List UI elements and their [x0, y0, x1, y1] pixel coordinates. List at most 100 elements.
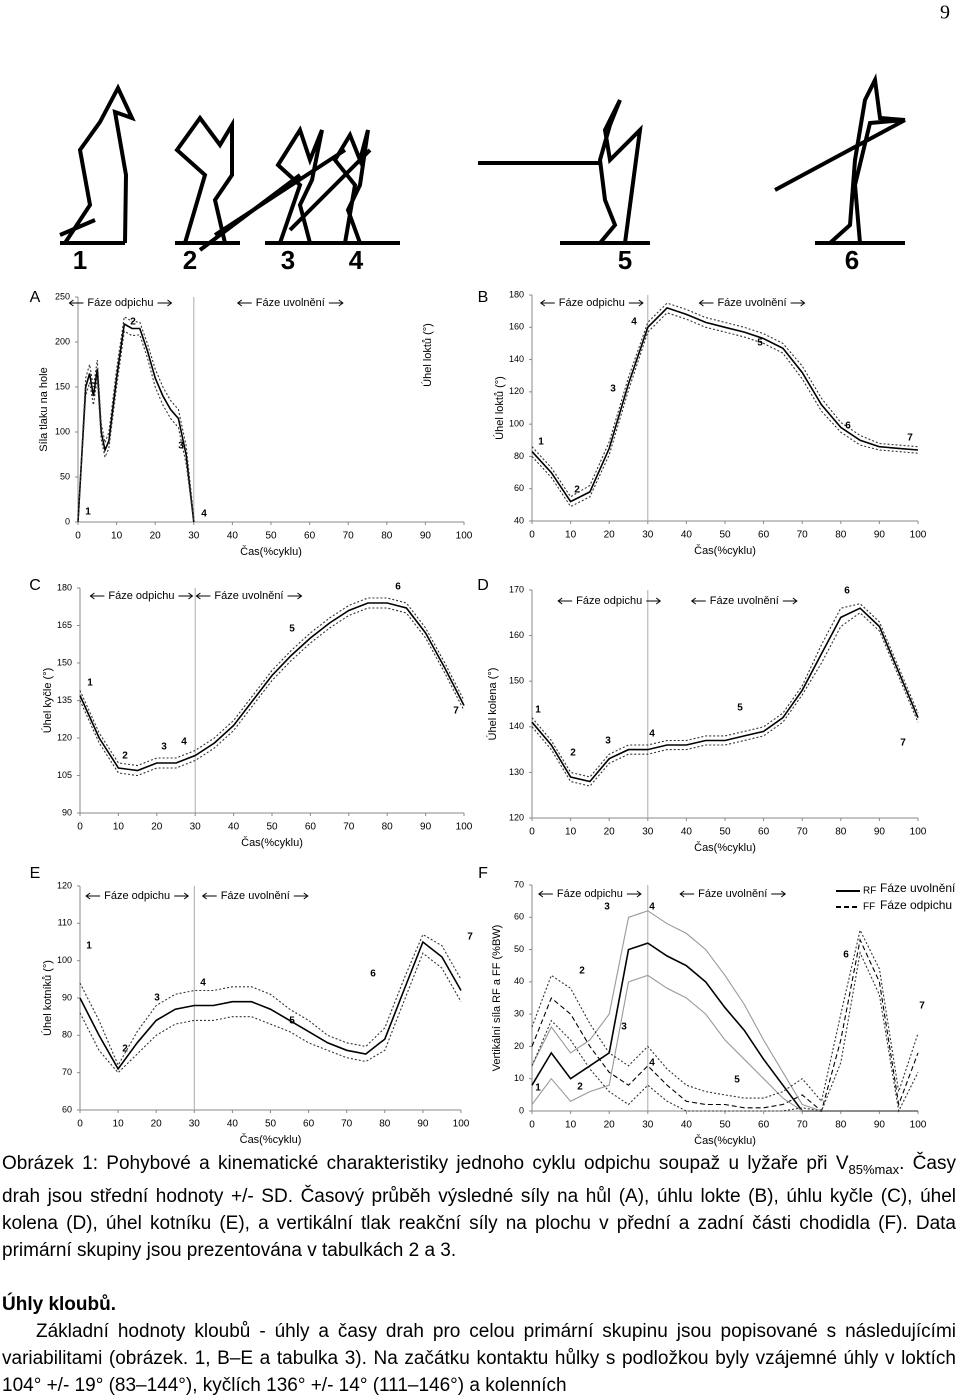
y-tick-label: 0 [65, 516, 70, 526]
y-tick-label: 150 [55, 381, 70, 391]
arrow [698, 299, 714, 307]
annotation: 4 [649, 729, 655, 740]
stick-figure [478, 99, 650, 245]
series-line [79, 952, 462, 1074]
annotation: 1 [85, 507, 91, 518]
y-axis-label: Úhel kolena (°) [486, 668, 499, 741]
x-tick-label: 100 [910, 530, 927, 541]
arrow [628, 299, 644, 307]
series-line [79, 940, 462, 1071]
annotation: 6 [395, 582, 401, 593]
arrow [174, 892, 190, 900]
y-tick-label: 30 [514, 1009, 524, 1019]
annotation: 2 [574, 485, 580, 496]
y-tick-label: 70 [514, 879, 524, 889]
stick-figure [174, 114, 302, 252]
annotation: 7 [919, 1001, 925, 1012]
x-tick-label: 80 [835, 1120, 847, 1131]
series-line [531, 928, 919, 1103]
series-line [77, 322, 195, 523]
arrow [178, 592, 194, 600]
arrow [201, 892, 217, 900]
x-tick-label: 80 [379, 1119, 391, 1130]
x-tick-label: 30 [188, 531, 200, 542]
y-tick-label: 50 [514, 944, 524, 954]
series-line [79, 602, 465, 772]
y-tick-label: 10 [514, 1073, 524, 1083]
y-tick-label: 100 [57, 955, 72, 965]
annotation: 1 [87, 678, 93, 689]
x-tick-label: 10 [113, 822, 125, 833]
annotation: 4 [200, 978, 206, 989]
x-tick-label: 80 [835, 827, 847, 838]
series-line [531, 302, 919, 498]
series-line [531, 950, 919, 1113]
annotation: 2 [579, 966, 585, 977]
arrow [293, 892, 309, 900]
series-line [531, 612, 919, 787]
x-tick-label: 10 [565, 827, 577, 838]
x-tick-label: 80 [382, 822, 394, 833]
arrow [679, 890, 695, 898]
x-tick-label: 0 [529, 1120, 535, 1131]
y-tick-label: 120 [57, 880, 72, 890]
legend-text: Fáze uvolnění [880, 881, 956, 895]
x-tick-label: 50 [266, 822, 278, 833]
panel-letter: B [478, 289, 489, 306]
y-tick-label: 120 [57, 732, 72, 742]
x-axis-label: Čas(%cyklu) [694, 841, 756, 854]
annotation: 3 [154, 993, 160, 1004]
annotation: 2 [122, 1044, 128, 1055]
annotation: 7 [453, 706, 459, 717]
y-tick-label: 180 [57, 582, 72, 592]
annotation: 1 [86, 941, 92, 952]
y-tick-label: 60 [62, 1104, 72, 1114]
paragraph: Základní hodnoty kloubů - úhly a časy dr… [2, 1320, 956, 1396]
x-tick-label: 50 [719, 827, 731, 838]
y-tick-label: 40 [514, 976, 524, 986]
annotation: 2 [577, 1082, 583, 1093]
series-line [77, 315, 195, 523]
x-tick-label: 30 [642, 530, 654, 541]
x-axis-label: Čas(%cyklu) [240, 1133, 302, 1146]
y-tick-label: 165 [57, 620, 72, 630]
stick-label: 5 [618, 245, 632, 275]
y-axis-label: Síla tlaku na hole [38, 367, 50, 451]
annotation: 6 [370, 969, 376, 980]
arrow [328, 299, 344, 307]
annotation: 1 [538, 437, 544, 448]
x-tick-label: 50 [719, 1120, 731, 1131]
y-tick-label: 150 [509, 676, 524, 686]
y-tick-label: 100 [55, 426, 70, 436]
x-tick-label: 100 [456, 531, 473, 542]
stick-figure [59, 83, 136, 245]
annotation: 3 [610, 384, 616, 395]
annotation: 6 [844, 586, 850, 597]
arrow [195, 592, 211, 600]
y-tick-label: 100 [509, 419, 524, 429]
y-tick-label: 80 [514, 451, 524, 461]
y-tick-label: 200 [55, 336, 70, 346]
x-tick-label: 20 [604, 530, 616, 541]
x-tick-label: 60 [304, 531, 316, 542]
y-tick-label: 160 [509, 322, 524, 332]
x-tick-label: 90 [874, 1120, 886, 1131]
series-line [531, 306, 919, 503]
y-tick-label: 0 [519, 1105, 524, 1115]
stick-figure [774, 73, 906, 245]
x-tick-label: 0 [529, 827, 535, 838]
caption-text: . Časy drah jsou střední hodnoty +/- SD.… [2, 1153, 956, 1261]
y-tick-label: 110 [58, 918, 72, 928]
annotation: 2 [122, 751, 128, 762]
annotation: 5 [289, 624, 295, 635]
y-tick-label: 20 [514, 1041, 524, 1051]
series-line [531, 938, 919, 1112]
y-tick-label: 40 [514, 515, 524, 525]
y-tick-label: 80 [62, 1030, 72, 1040]
x-tick-label: 50 [265, 1119, 277, 1130]
x-tick-label: 100 [910, 827, 927, 838]
panel-letter: A [30, 289, 41, 306]
annotation: 6 [845, 421, 851, 432]
y-tick-label: 160 [509, 630, 524, 640]
phase-label: Fáze uvolnění [221, 890, 290, 902]
